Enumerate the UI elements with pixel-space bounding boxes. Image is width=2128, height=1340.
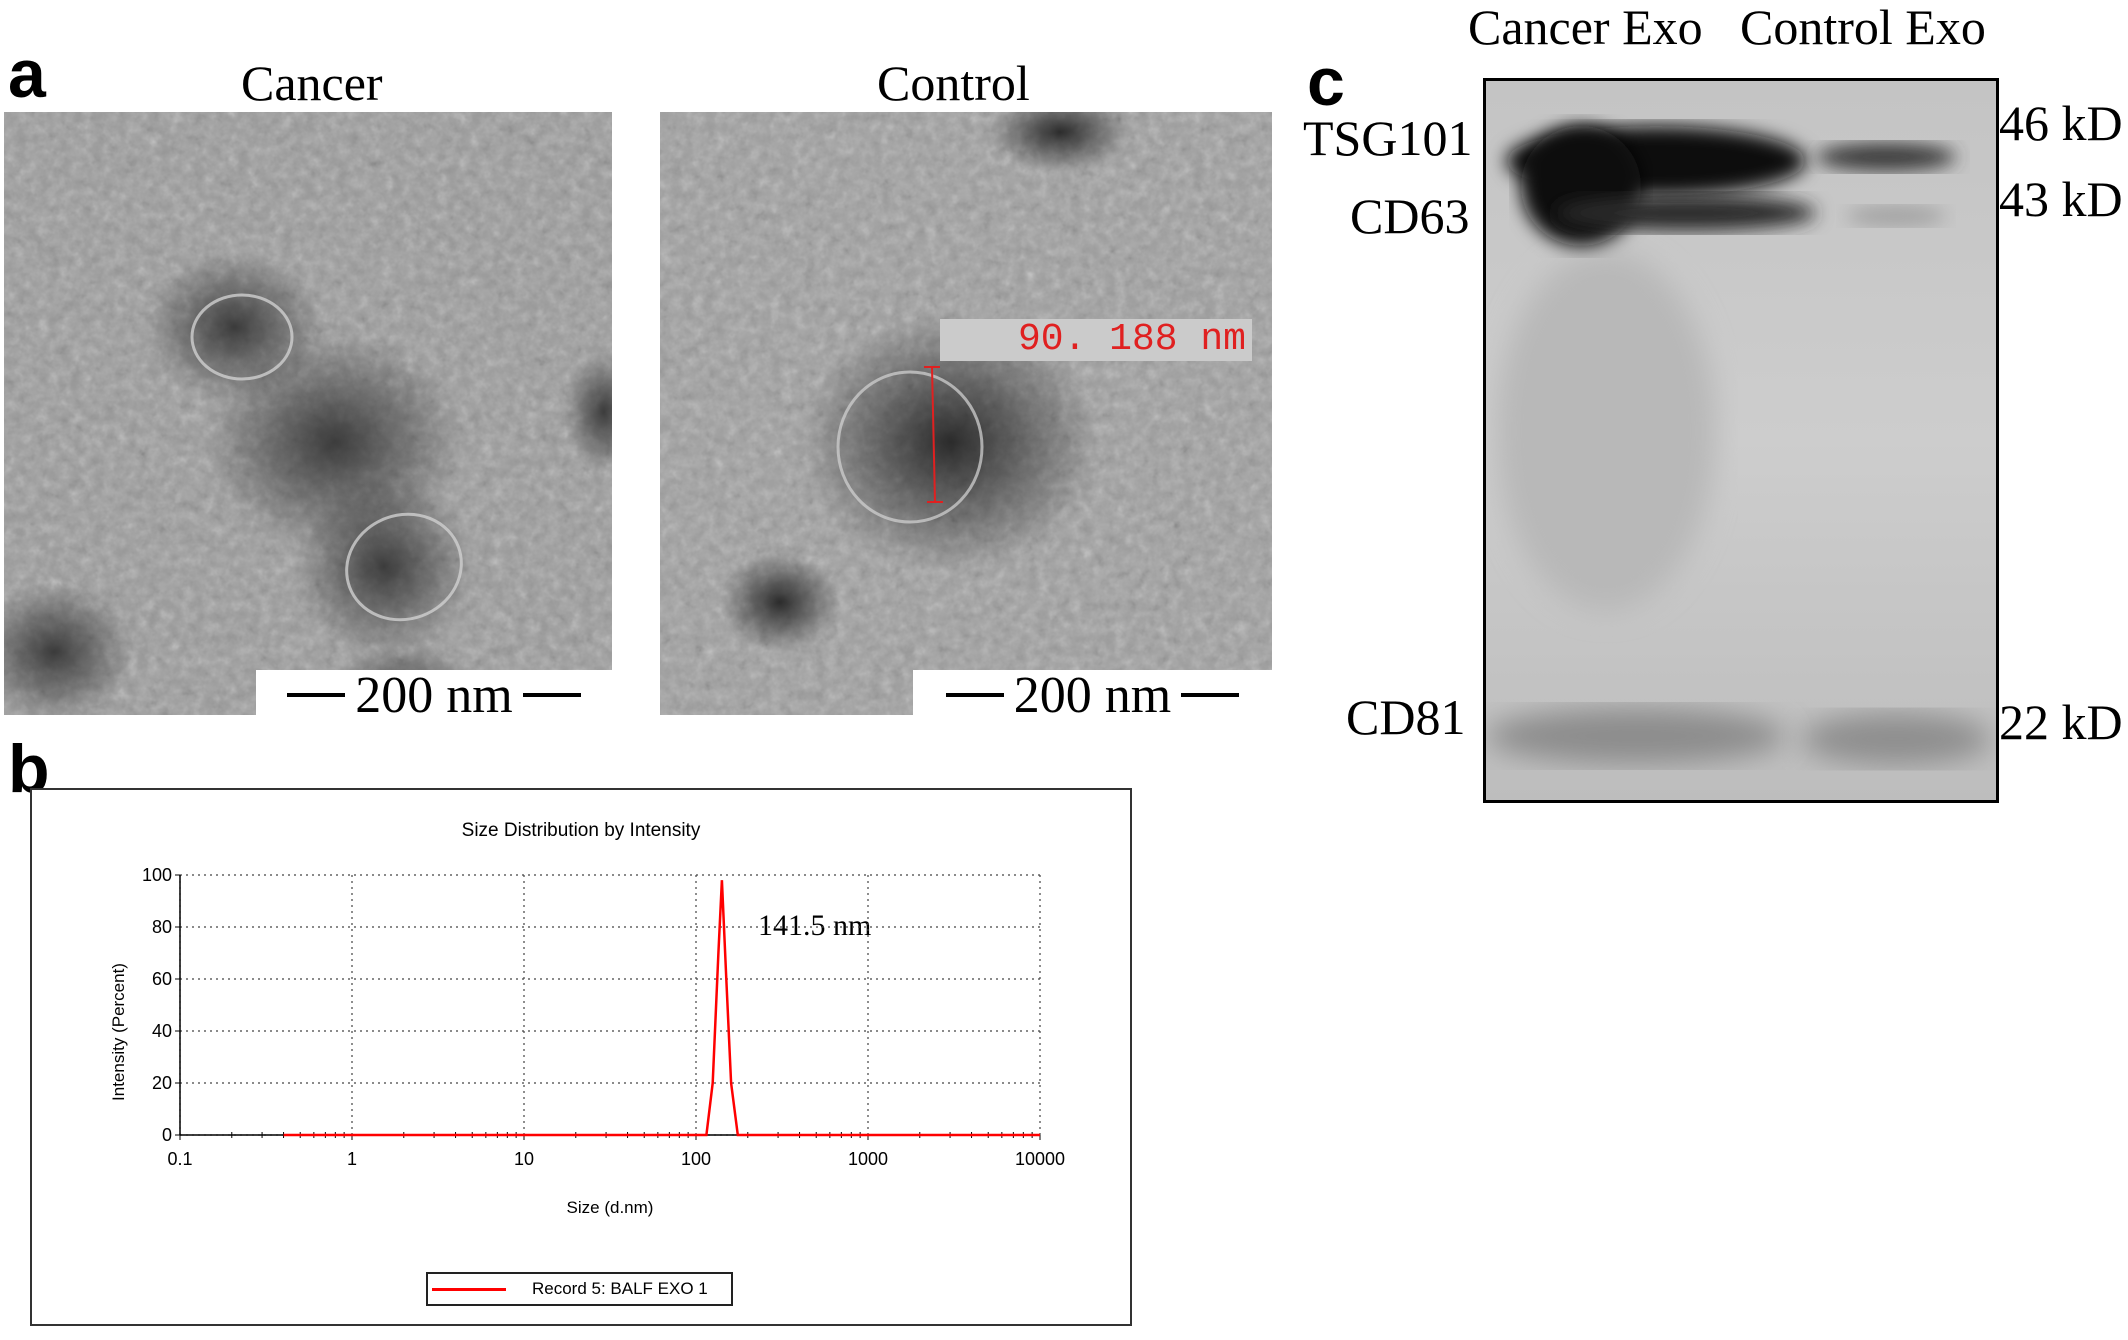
tem-image-cancer — [4, 112, 612, 715]
lane-label-cancer: Cancer Exo — [1468, 0, 1703, 55]
band-tsg101-control — [1816, 143, 1956, 171]
x-tick-label: 1 — [347, 1149, 357, 1169]
marker-22kd: 22 kD — [1999, 694, 2123, 750]
band-label-cd81: CD81 — [1346, 689, 1466, 745]
x-tick-label: 100 — [681, 1149, 711, 1169]
scale-bar-line — [945, 693, 1004, 697]
chart-ylabel: Intensity (Percent) — [109, 963, 128, 1101]
chart-annotation: 141.5 nm — [758, 909, 871, 942]
chart-xlabel: Size (d.nm) — [567, 1198, 654, 1217]
band-label-tsg101: TSG101 — [1303, 110, 1473, 166]
x-tick-label: 0.1 — [167, 1149, 192, 1169]
y-tick-label: 40 — [152, 1021, 172, 1041]
measurement-box: 90. 188 nm — [940, 319, 1252, 361]
series-line — [283, 880, 1040, 1137]
y-tick-label: 100 — [142, 865, 172, 885]
tem-cancer-title: Cancer — [241, 55, 383, 111]
x-tick-label: 10000 — [1015, 1149, 1065, 1169]
band-cd81-cancer — [1486, 708, 1786, 764]
y-tick-label: 0 — [162, 1125, 172, 1145]
chart-legend: Record 5: BALF EXO 1 — [426, 1272, 733, 1306]
scale-bar-line — [522, 693, 581, 697]
y-tick-label: 80 — [152, 917, 172, 937]
panel-c-letter: c — [1307, 44, 1345, 120]
scale-bar-label: 200 nm — [355, 666, 513, 724]
marker-46kd: 46 kD — [1999, 95, 2123, 151]
chart-title: Size Distribution by Intensity — [462, 820, 701, 841]
dls-chart-frame — [30, 788, 1132, 1326]
legend-label: Record 5: BALF EXO 1 — [532, 1279, 708, 1298]
legend-swatch — [432, 1287, 506, 1291]
x-tick-label: 1000 — [848, 1149, 888, 1169]
band-cd81-control — [1801, 713, 1991, 765]
y-tick-label: 20 — [152, 1073, 172, 1093]
lane-label-control: Control Exo — [1740, 0, 1986, 55]
tem-image-control — [660, 112, 1272, 715]
scale-bar-control: 200 nm — [913, 667, 1272, 724]
band-cd63-control — [1846, 206, 1946, 226]
tem-control-title: Control — [877, 55, 1030, 111]
dls-chart: Size Distribution by Intensity Intensity… — [109, 820, 1065, 1217]
y-tick-label: 60 — [152, 969, 172, 989]
scale-bar-cancer: 200 nm — [256, 667, 612, 724]
band-cd63-cancer — [1556, 195, 1816, 231]
scale-bar-line — [1181, 693, 1240, 697]
western-blot — [1483, 78, 1999, 803]
panel-a-letter: a — [8, 36, 46, 112]
marker-43kd: 43 kD — [1999, 171, 2123, 227]
scale-bar-line — [287, 693, 346, 697]
x-tick-label: 10 — [514, 1149, 534, 1169]
scale-bar-label: 200 nm — [1013, 666, 1172, 724]
band-label-cd63: CD63 — [1350, 188, 1470, 244]
